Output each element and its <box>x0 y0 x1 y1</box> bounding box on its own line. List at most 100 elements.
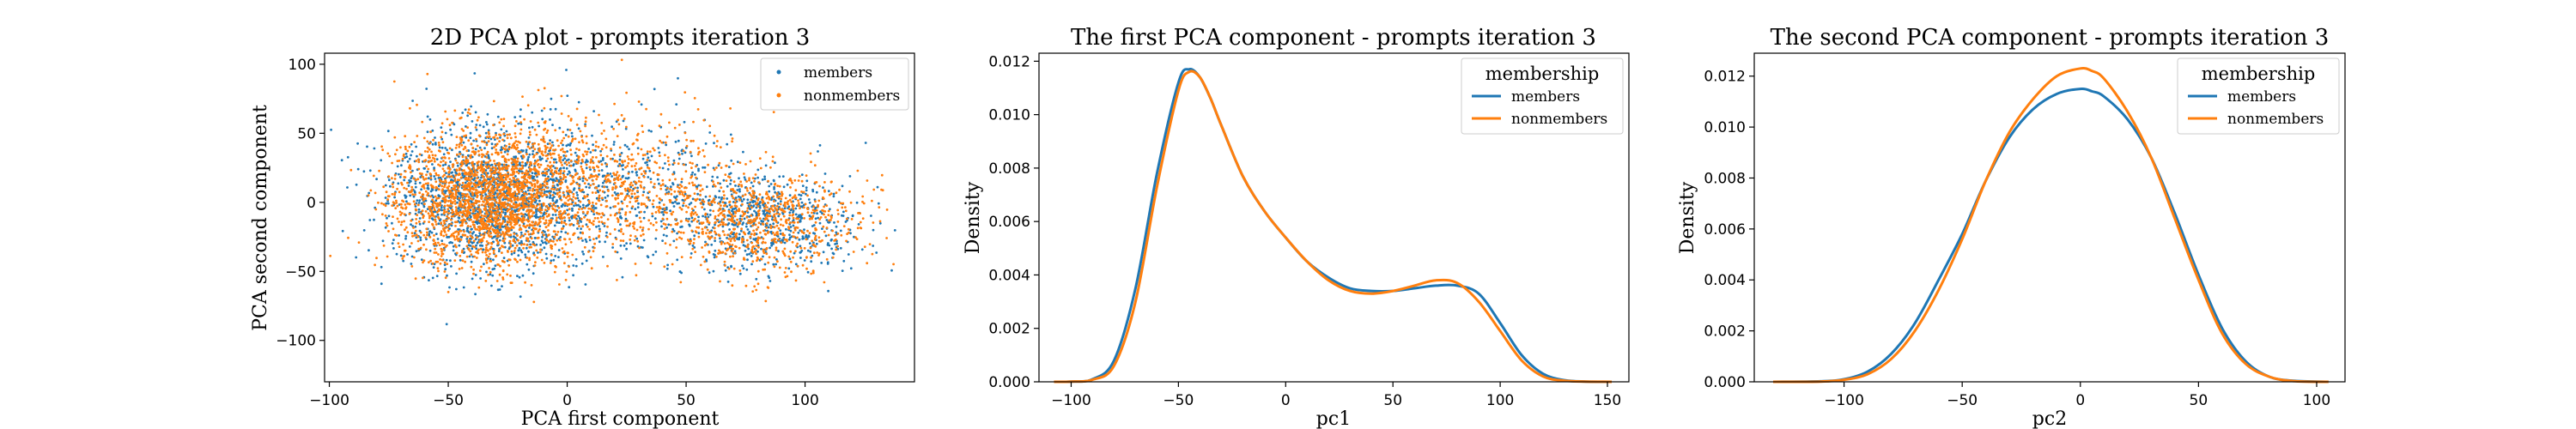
scatter-point-nonmembers <box>498 140 501 143</box>
scatter-point-members <box>588 239 592 242</box>
scatter-point-nonmembers <box>477 149 480 153</box>
scatter-point-members <box>615 120 618 124</box>
scatter-point-nonmembers <box>763 268 767 271</box>
scatter-point-nonmembers <box>440 232 442 235</box>
scatter-point-nonmembers <box>515 143 519 147</box>
scatter-point-nonmembers <box>386 224 389 227</box>
scatter-point-nonmembers <box>492 194 495 197</box>
scatter-point-members <box>455 272 458 275</box>
scatter-point-nonmembers <box>745 209 749 213</box>
scatter-point-nonmembers <box>721 201 725 204</box>
scatter-point-nonmembers <box>486 232 489 235</box>
scatter-point-nonmembers <box>714 232 717 235</box>
scatter-point-members <box>475 128 478 131</box>
scatter-point-members <box>752 238 756 241</box>
scatter-point-nonmembers <box>724 173 727 177</box>
scatter-point-nonmembers <box>787 218 790 221</box>
scatter-point-members <box>557 256 560 258</box>
scatter-point-nonmembers <box>700 202 702 205</box>
scatter-point-nonmembers <box>440 252 444 256</box>
scatter-point-nonmembers <box>514 136 517 139</box>
scatter-point-nonmembers <box>823 281 826 284</box>
scatter-point-members <box>471 155 474 159</box>
scatter-point-members <box>450 133 453 136</box>
scatter-point-nonmembers <box>347 236 349 239</box>
scatter-point-members <box>528 153 532 156</box>
scatter-point-members <box>592 110 595 113</box>
scatter-point-members <box>598 240 601 244</box>
scatter-point-nonmembers <box>574 196 577 200</box>
scatter-point-members <box>517 254 520 257</box>
scatter-point-members <box>800 216 804 220</box>
scatter-point-members <box>492 240 495 244</box>
scatter-point-nonmembers <box>586 212 589 215</box>
scatter-point-members <box>785 227 787 231</box>
scatter-point-nonmembers <box>730 231 733 233</box>
scatter-point-members <box>538 225 542 227</box>
scatter-point-members <box>671 202 675 204</box>
scatter-point-members <box>464 181 467 184</box>
scatter-point-members <box>458 155 460 158</box>
scatter-point-members <box>381 239 385 243</box>
scatter-point-members <box>568 219 571 222</box>
scatter-point-members <box>501 163 504 166</box>
scatter-point-nonmembers <box>732 267 736 270</box>
scatter-point-nonmembers <box>528 189 532 192</box>
scatter-point-members <box>571 135 574 138</box>
scatter-point-nonmembers <box>485 258 488 262</box>
scatter-point-nonmembers <box>431 198 434 202</box>
scatter-point-nonmembers <box>480 148 483 152</box>
scatter-point-nonmembers <box>400 206 403 209</box>
scatter-point-members <box>810 260 813 263</box>
scatter-point-members <box>629 185 633 189</box>
scatter-point-members <box>474 233 477 237</box>
scatter-point-members <box>438 146 441 149</box>
scatter-point-members <box>408 157 411 160</box>
scatter-point-nonmembers <box>790 201 793 203</box>
scatter-point-nonmembers <box>478 180 482 184</box>
scatter-point-members <box>568 286 571 289</box>
scatter-point-members <box>563 157 567 160</box>
scatter-point-nonmembers <box>489 270 492 274</box>
scatter-point-members <box>368 169 372 172</box>
scatter-point-members <box>589 151 592 154</box>
scatter-point-members <box>547 168 550 172</box>
scatter-point-nonmembers <box>667 192 670 196</box>
scatter-point-nonmembers <box>764 203 768 207</box>
scatter-point-nonmembers <box>618 146 622 149</box>
scatter-point-members <box>507 247 511 251</box>
scatter-point-members <box>400 164 403 167</box>
scatter-point-members <box>398 176 402 178</box>
scatter-point-members <box>437 194 440 197</box>
scatter-point-nonmembers <box>443 173 446 177</box>
scatter-point-members <box>732 201 735 203</box>
scatter-point-nonmembers <box>501 220 505 222</box>
scatter-point-nonmembers <box>640 172 643 176</box>
scatter-point-members <box>813 198 817 202</box>
scatter-point-members <box>817 150 819 153</box>
scatter-point-nonmembers <box>517 172 520 175</box>
scatter-point-members <box>718 196 720 199</box>
scatter-point-nonmembers <box>825 227 829 229</box>
scatter-point-nonmembers <box>612 172 615 175</box>
scatter-point-nonmembers <box>477 204 481 207</box>
scatter-point-members <box>659 220 663 223</box>
scatter-point-nonmembers <box>776 233 780 236</box>
scatter-point-nonmembers <box>580 139 584 142</box>
scatter-point-members <box>540 109 544 112</box>
scatter-point-nonmembers <box>740 227 743 231</box>
scatter-point-members <box>794 263 798 266</box>
scatter-point-members <box>870 214 872 217</box>
scatter-point-nonmembers <box>738 161 742 165</box>
scatter-point-nonmembers <box>413 234 416 237</box>
scatter-point-members <box>704 142 708 145</box>
scatter-point-nonmembers <box>631 189 634 192</box>
scatter-point-nonmembers <box>474 227 477 231</box>
scatter-point-members <box>441 164 445 167</box>
scatter-point-nonmembers <box>459 152 462 155</box>
scatter-point-nonmembers <box>664 192 667 196</box>
scatter-point-members <box>470 260 473 263</box>
scatter-point-nonmembers <box>659 112 663 116</box>
scatter-point-nonmembers <box>471 172 474 175</box>
scatter-point-nonmembers <box>689 150 692 154</box>
